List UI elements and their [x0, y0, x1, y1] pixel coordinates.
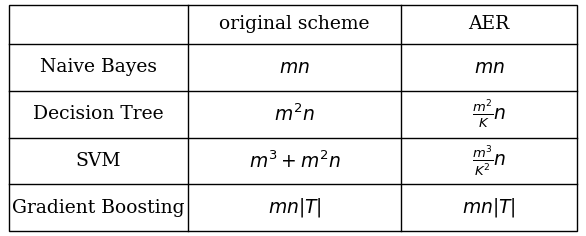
Text: $\frac{m^2}{K}n$: $\frac{m^2}{K}n$ — [472, 98, 506, 130]
Text: original scheme: original scheme — [219, 15, 370, 33]
Text: Gradient Boosting: Gradient Boosting — [12, 199, 185, 217]
Text: Naive Bayes: Naive Bayes — [40, 58, 157, 76]
Text: Decision Tree: Decision Tree — [33, 105, 163, 123]
Text: $mn$: $mn$ — [473, 58, 505, 77]
Text: $\frac{m^3}{K^2}n$: $\frac{m^3}{K^2}n$ — [472, 144, 506, 178]
Text: SVM: SVM — [76, 152, 121, 170]
Text: $mn|T|$: $mn|T|$ — [268, 196, 321, 219]
Text: AER: AER — [468, 15, 510, 33]
Text: $m^2n$: $m^2n$ — [274, 103, 315, 125]
Text: $m^3 + m^2n$: $m^3 + m^2n$ — [248, 150, 340, 172]
Text: $mn|T|$: $mn|T|$ — [462, 196, 516, 219]
Text: $mn$: $mn$ — [279, 58, 310, 77]
